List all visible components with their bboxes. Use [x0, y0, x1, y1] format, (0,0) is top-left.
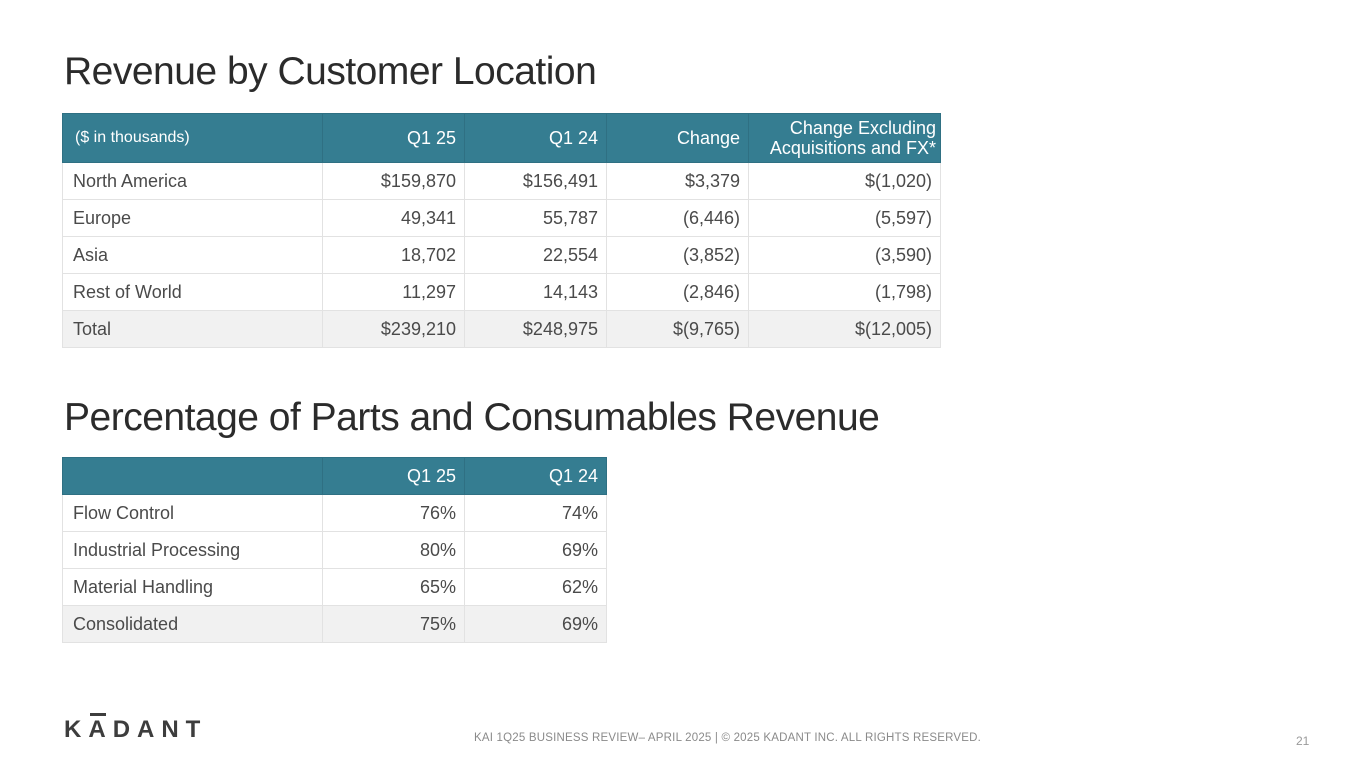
cell-q1-24: 14,143 [464, 273, 607, 311]
cell-q1-24: 74% [464, 494, 607, 532]
row-label: Europe [62, 199, 323, 237]
cell-change-excl: (1,798) [748, 273, 941, 311]
cell-change: (6,446) [606, 199, 749, 237]
parts-consumables-table: Q1 25 Q1 24 Flow Control 76% 74% Industr… [62, 457, 607, 643]
row-label: Industrial Processing [62, 531, 323, 569]
cell-q1-25: 49,341 [322, 199, 465, 237]
total-row: Total $239,210 $248,975 $(9,765) $(12,00… [62, 310, 941, 348]
cell-q1-24: 62% [464, 568, 607, 606]
page-number: 21 [1296, 734, 1310, 748]
row-label: Asia [62, 236, 323, 274]
cell-q1-24: 55,787 [464, 199, 607, 237]
logo-part-1: K [64, 716, 89, 743]
cell-q1-25: 75% [322, 605, 465, 643]
row-label: Rest of World [62, 273, 323, 311]
col-header-q1-24: Q1 24 [464, 457, 607, 495]
cell-q1-25: $239,210 [322, 310, 465, 348]
blank-header [62, 457, 323, 495]
cell-q1-25: 18,702 [322, 236, 465, 274]
header-line-2: Acquisitions and FX* [769, 138, 936, 158]
logo-part-2: DANT [112, 716, 208, 743]
cell-change-excl: $(1,020) [748, 162, 941, 200]
cell-q1-25: 11,297 [322, 273, 465, 311]
header-line-1: Change Excluding [789, 118, 936, 138]
consolidated-row: Consolidated 75% 69% [62, 605, 607, 643]
row-label: Consolidated [62, 605, 323, 643]
cell-change: $(9,765) [606, 310, 749, 348]
table-row: Asia 18,702 22,554 (3,852) (3,590) [62, 236, 941, 274]
row-label: North America [62, 162, 323, 200]
row-label: Flow Control [62, 494, 323, 532]
cell-q1-24: $156,491 [464, 162, 607, 200]
revenue-by-location-table: ($ in thousands) Q1 25 Q1 24 Change Chan… [62, 113, 941, 348]
table-row: North America $159,870 $156,491 $3,379 $… [62, 162, 941, 200]
row-label: Total [62, 310, 323, 348]
table-header-row: ($ in thousands) Q1 25 Q1 24 Change Chan… [62, 113, 941, 163]
cell-q1-24: 69% [464, 531, 607, 569]
table-row: Europe 49,341 55,787 (6,446) (5,597) [62, 199, 941, 237]
cell-q1-25: 65% [322, 568, 465, 606]
cell-change: $3,379 [606, 162, 749, 200]
col-header-q1-25: Q1 25 [322, 457, 465, 495]
revenue-section-title: Revenue by Customer Location [64, 50, 597, 93]
kadant-logo: KADANT [64, 713, 208, 743]
col-header-q1-25: Q1 25 [322, 113, 465, 163]
table-header-row: Q1 25 Q1 24 [62, 457, 607, 495]
cell-q1-24: 69% [464, 605, 607, 643]
footer-text: KAI 1Q25 BUSINESS REVIEW– APRIL 2025 | ©… [474, 732, 982, 744]
col-header-change-excluding: Change Excluding Acquisitions and FX* [748, 113, 941, 163]
cell-q1-25: 76% [322, 494, 465, 532]
parts-section-title: Percentage of Parts and Consumables Reve… [64, 396, 880, 439]
cell-q1-24: 22,554 [464, 236, 607, 274]
logo-part-macron: A [88, 713, 113, 743]
cell-change-excl: (3,590) [748, 236, 941, 274]
table-row: Material Handling 65% 62% [62, 568, 607, 606]
table-row: Industrial Processing 80% 69% [62, 531, 607, 569]
cell-change: (2,846) [606, 273, 749, 311]
cell-change-excl: $(12,005) [748, 310, 941, 348]
table-row: Flow Control 76% 74% [62, 494, 607, 532]
col-header-change: Change [606, 113, 749, 163]
col-header-q1-24: Q1 24 [464, 113, 607, 163]
cell-change-excl: (5,597) [748, 199, 941, 237]
cell-q1-25: $159,870 [322, 162, 465, 200]
table-row: Rest of World 11,297 14,143 (2,846) (1,7… [62, 273, 941, 311]
cell-change: (3,852) [606, 236, 749, 274]
cell-q1-25: 80% [322, 531, 465, 569]
row-label: Material Handling [62, 568, 323, 606]
cell-q1-24: $248,975 [464, 310, 607, 348]
units-header: ($ in thousands) [62, 113, 323, 163]
